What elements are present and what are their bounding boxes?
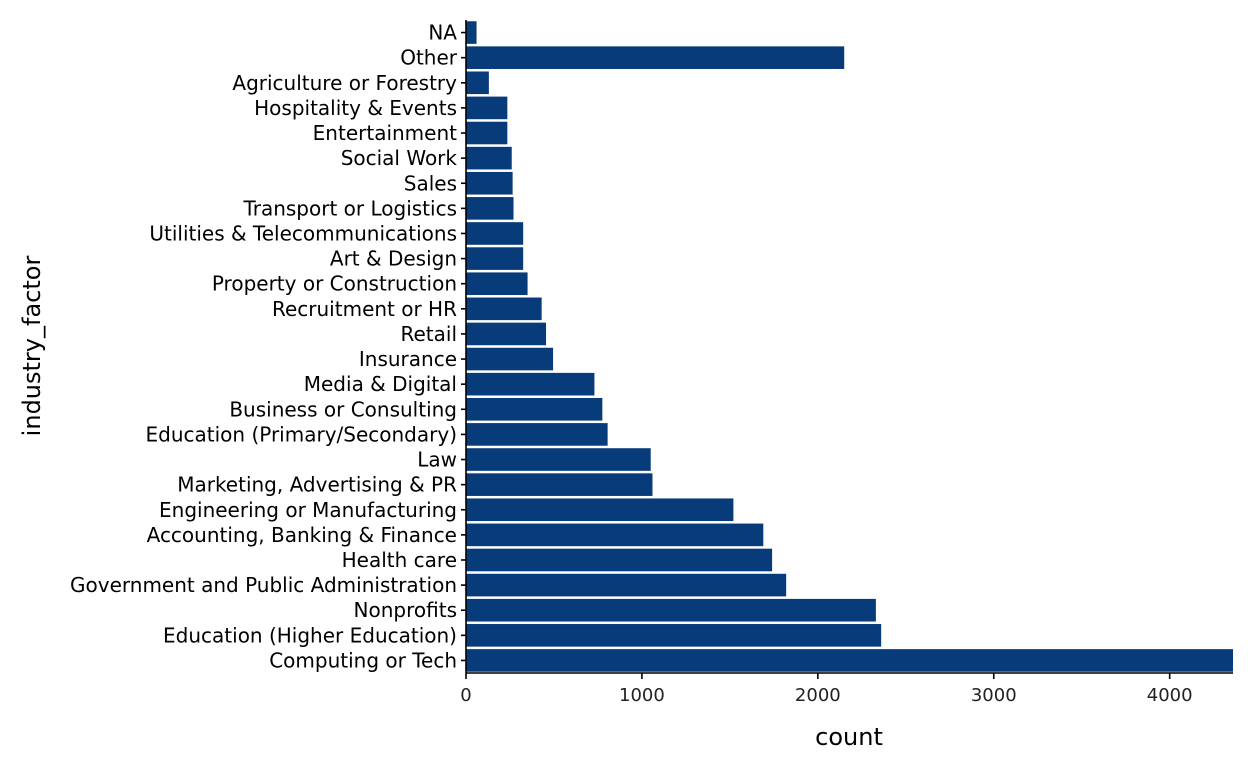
bar [466,448,651,471]
category-label: Law [417,448,457,472]
x-axis-ticks: 0 1000 2000 3000 4000 [460,673,1193,706]
x-tick-label: 2000 [795,685,841,706]
bar [466,598,876,622]
category-label: Marketing, Advertising & PR [177,473,457,497]
category-label: Sales [404,171,457,195]
bar [466,473,653,496]
category-label: Education (Higher Education) [163,623,457,647]
bar [466,171,513,195]
bar [466,121,508,145]
bar [466,322,547,346]
bar [466,96,508,120]
bars-group [466,21,1233,672]
bar [466,297,542,321]
category-label: Transport or Logistics [242,196,457,220]
bar [466,347,554,371]
category-label: Computing or Tech [269,648,457,672]
category-label: Art & Design [330,247,457,271]
x-tick-label: 4000 [1147,685,1193,706]
x-tick-label: 3000 [971,685,1017,706]
bar [466,146,512,170]
category-label: Nonprofits [354,598,457,622]
category-label: Retail [400,322,457,346]
bar [466,21,477,44]
category-label: Entertainment [313,121,457,145]
bar [466,548,773,572]
bar [466,573,787,597]
bar [466,423,608,446]
bar [466,222,524,245]
bar [466,71,489,95]
x-tick-label: 0 [460,685,471,706]
category-label: Hospitality & Events [254,96,457,120]
category-label: Social Work [341,146,458,170]
category-label: Health care [342,548,457,572]
category-label: Agriculture or Forestry [232,71,457,95]
category-label: Recruitment or HR [272,297,457,321]
category-label: Accounting, Banking & Finance [147,523,457,547]
bar [466,397,603,421]
bar [466,372,595,396]
bar [466,498,734,522]
x-tick-label: 1000 [619,685,665,706]
category-label: Utilities & Telecommunications [149,221,457,245]
bar [466,272,528,296]
x-axis-title: count [815,723,883,751]
bar [466,46,845,69]
category-label: Property or Construction [212,272,457,296]
category-label: Media & Digital [304,372,457,396]
category-label: NA [428,21,457,45]
bar [466,197,514,220]
bar [466,247,524,270]
bar [466,523,764,547]
category-label: Engineering or Manufacturing [159,498,457,522]
category-label: Other [400,46,458,70]
category-label: Insurance [359,347,457,371]
category-label: Education (Primary/Secondary) [146,422,457,446]
category-label: Business or Consulting [229,397,457,421]
category-label: Government and Public Administration [70,573,457,597]
y-axis-title: industry_factor [18,256,46,437]
bar [466,624,882,647]
bar [466,649,1233,672]
